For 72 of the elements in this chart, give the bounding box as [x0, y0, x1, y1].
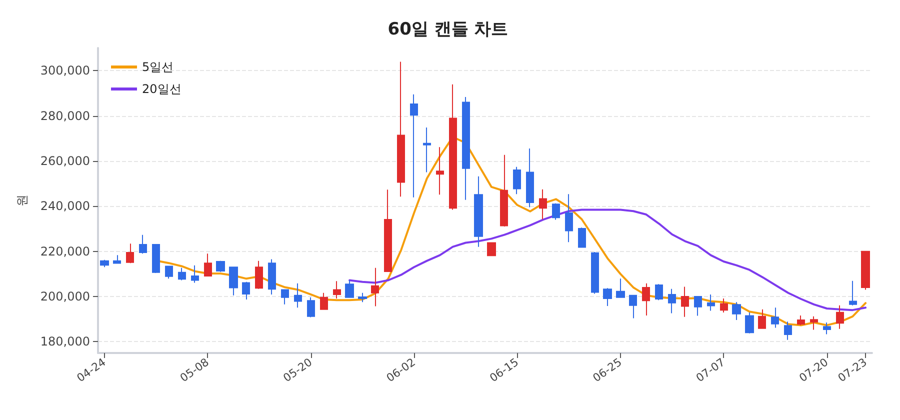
candlestick [823, 322, 831, 335]
candlestick [126, 243, 134, 264]
candlestick [204, 253, 212, 277]
candlestick [449, 84, 457, 210]
candlestick [578, 227, 586, 248]
candlestick [423, 127, 431, 173]
line-series [348, 208, 867, 312]
candlestick [436, 146, 444, 196]
candlestick [281, 289, 289, 305]
candlestick [229, 266, 238, 296]
candlestick [849, 280, 857, 306]
candlestick [720, 298, 728, 314]
candlestick [591, 252, 599, 294]
y-tick-label: 240,000 [40, 199, 90, 214]
candlestick [732, 302, 741, 321]
candlestick [462, 96, 470, 200]
candlestick [797, 314, 805, 326]
candlestick [191, 264, 199, 284]
candlestick [242, 281, 250, 300]
y-tick-label: 300,000 [40, 64, 90, 78]
candlestick [384, 189, 392, 272]
candlestick [216, 260, 225, 272]
y-tick-label: 220,000 [40, 244, 90, 258]
candlestick [165, 266, 173, 280]
candlestick [784, 321, 792, 340]
candlestick [410, 94, 418, 198]
legend-label: 5일선 [142, 60, 174, 74]
candlestick [307, 296, 315, 318]
candlestick [745, 312, 754, 334]
candlestick [333, 280, 341, 300]
candlestick [487, 242, 496, 256]
candlestick [500, 154, 508, 227]
candlestick [681, 286, 689, 318]
candlestick [603, 288, 612, 307]
y-tick-label: 200,000 [40, 290, 90, 304]
candlestick [552, 202, 560, 220]
y-tick-label: 280,000 [40, 108, 90, 123]
candlestick [629, 294, 637, 319]
candlestick [255, 260, 263, 290]
candlestick [758, 308, 766, 329]
candlestick [397, 61, 405, 198]
candlestick [320, 292, 328, 310]
candlestick [642, 282, 650, 316]
candlestick [526, 148, 534, 208]
candlestick [668, 288, 676, 314]
candlestick [513, 166, 521, 195]
candlestick [836, 304, 844, 330]
candlestick [100, 259, 109, 268]
candlestick [139, 234, 147, 254]
candlestick [178, 267, 186, 281]
candlestick [268, 258, 276, 295]
candlestick [565, 194, 573, 243]
candlestick [655, 284, 663, 301]
candlestick [694, 296, 702, 316]
y-tick-label: 260,000 [40, 154, 90, 168]
candlestick [371, 267, 379, 307]
candlestick [861, 250, 870, 290]
y-tick-label: 180,000 [40, 334, 90, 349]
candlestick [771, 307, 779, 328]
candlestick [707, 294, 715, 312]
candlestick [616, 278, 625, 298]
candlestick [113, 254, 121, 264]
candlestick [358, 292, 367, 303]
candlestick [810, 316, 818, 330]
chart-title: 60일 캔들 차트 [388, 20, 508, 40]
candlestick [539, 188, 547, 220]
candlestick [294, 282, 302, 308]
candlestick [345, 280, 354, 298]
y-axis-title: 원 [15, 194, 29, 206]
legend-label: 20일선 [142, 82, 182, 96]
candlestick [474, 176, 483, 248]
candlestick [152, 244, 160, 274]
